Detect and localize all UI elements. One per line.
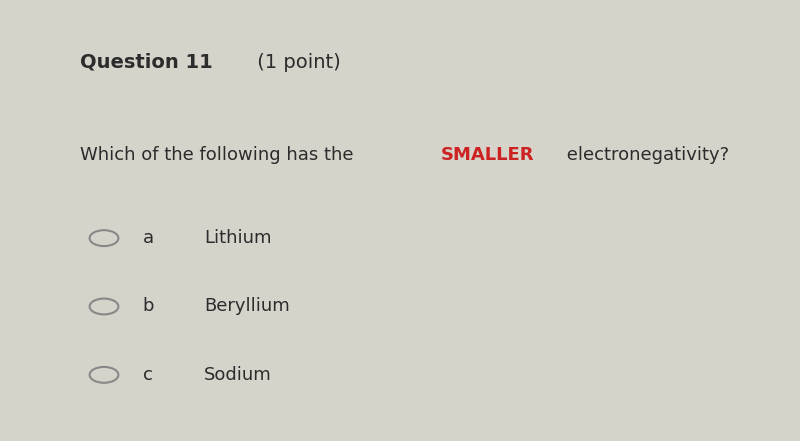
Text: Sodium: Sodium	[204, 366, 272, 384]
Text: Which of the following has the: Which of the following has the	[80, 146, 359, 164]
Text: Question 11: Question 11	[80, 53, 213, 72]
Text: (1 point): (1 point)	[251, 53, 341, 72]
Text: a: a	[142, 229, 154, 247]
Text: Lithium: Lithium	[204, 229, 271, 247]
Text: c: c	[143, 366, 153, 384]
Text: electronegativity?: electronegativity?	[561, 146, 729, 164]
Text: Beryllium: Beryllium	[204, 298, 290, 315]
Text: SMALLER: SMALLER	[440, 146, 534, 164]
Text: b: b	[142, 298, 154, 315]
